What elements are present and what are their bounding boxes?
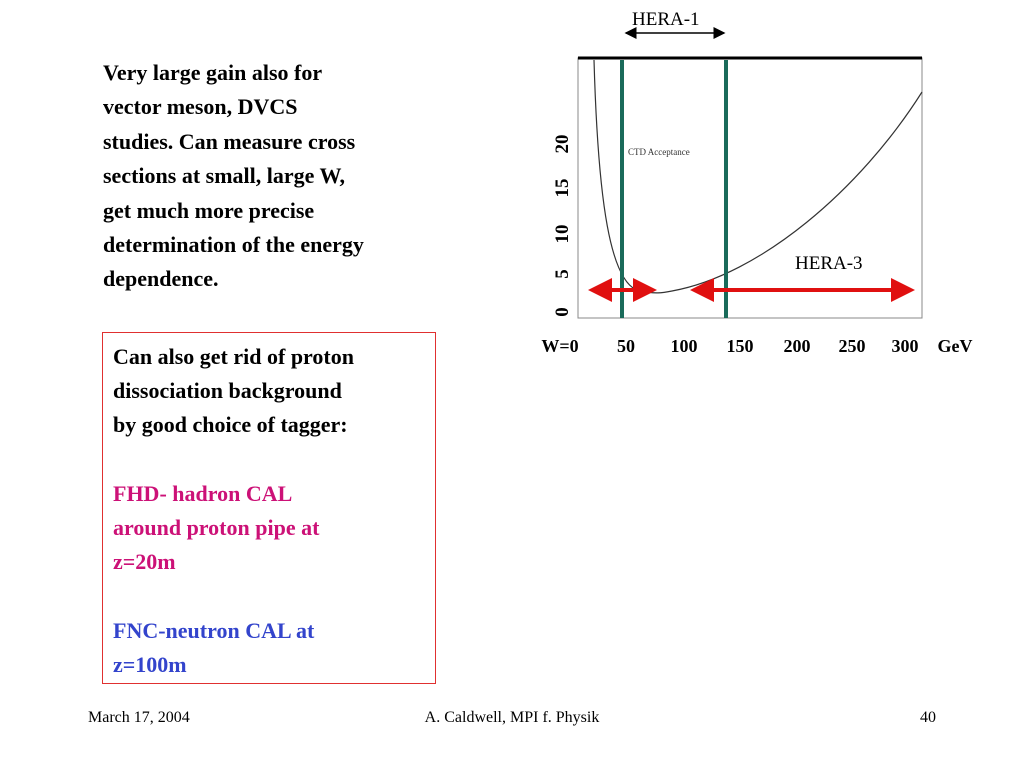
y-label: 0: [552, 307, 573, 317]
x-label: W=0: [541, 336, 578, 356]
text-line: Can also get rid of proton: [113, 344, 354, 369]
hera3-label: HERA-3: [795, 253, 863, 274]
x-label: 50: [617, 336, 635, 356]
text-line: dependence.: [103, 266, 219, 292]
text-line: Very large gain also for: [103, 60, 323, 85]
footer-date: March 17, 2004: [88, 709, 190, 726]
figure: CTD Acceptance HERA-1 HERA-3 0 5 10 15 20 W=…: [541, 9, 973, 356]
text-line: vector meson, DVCS: [103, 94, 298, 120]
text-line: z=20m: [113, 549, 176, 575]
text-line: determination of the energy: [103, 232, 364, 258]
x-label: 200: [784, 336, 811, 356]
curve: [593, 59, 923, 294]
text-line: FHD- hadron CAL: [113, 480, 293, 506]
y-label: 10: [552, 225, 573, 244]
text-line: around proton pipe at: [113, 515, 320, 540]
x-label: 250: [839, 336, 866, 356]
y-label: 15: [552, 179, 573, 198]
y-label: 5: [552, 269, 573, 279]
acceptance-label: CTD Acceptance: [628, 147, 690, 157]
text-line: sections at small, large W,: [103, 163, 345, 189]
text-line: FNC-neutron CAL at: [113, 617, 315, 643]
intro-text: Very large gain also for vector meson, DV…: [103, 56, 364, 297]
x-label: 300: [892, 336, 919, 356]
plot-frame: [577, 57, 923, 319]
hera1-label: HERA-1: [632, 9, 700, 30]
x-label: GeV: [938, 336, 973, 356]
tagger-box: [102, 332, 436, 684]
x-label: 100: [671, 336, 698, 356]
text-line: z=100m: [113, 651, 187, 677]
y-label: 20: [552, 135, 573, 154]
text-line: dissociation background: [113, 378, 342, 404]
tagger-text: Can also get rid of proton dissociation b…: [113, 340, 354, 682]
text-line: get much more precise: [103, 197, 315, 223]
text-line: studies. Can measure cross: [103, 128, 356, 154]
footer-author: A. Caldwell, MPI f. Physik: [424, 709, 600, 726]
footer-page: 40: [920, 709, 936, 726]
x-label: 150: [727, 336, 754, 356]
text-line: by good choice of tagger:: [113, 412, 348, 438]
